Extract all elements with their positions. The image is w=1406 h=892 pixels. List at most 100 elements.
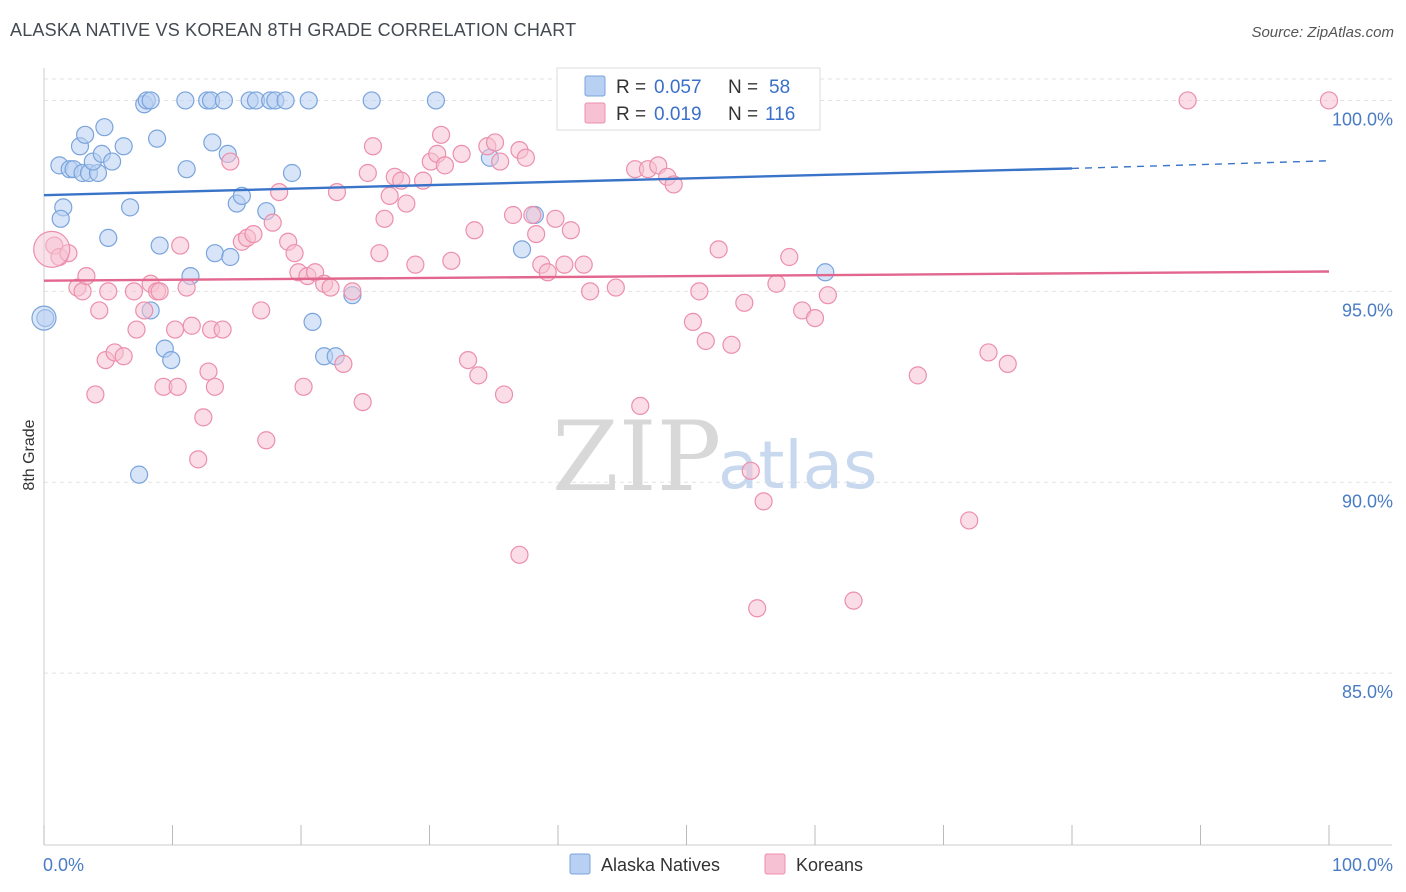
data-point-pink: [194, 408, 213, 427]
data-point-pink: [431, 125, 451, 144]
data-point-pink: [998, 354, 1017, 374]
data-point-pink: [1319, 91, 1339, 110]
bottom-legend-swatch-koreans: [764, 853, 786, 875]
data-point-blue: [303, 312, 322, 332]
y-tick-label: 85.0%: [1342, 682, 1393, 702]
data-point-pink: [124, 282, 144, 301]
data-point-pink: [86, 385, 105, 404]
data-point-pink: [213, 320, 232, 339]
data-point-pink: [581, 282, 600, 301]
data-point-pink: [546, 209, 565, 228]
trend-line-blue: [43, 167, 1073, 197]
data-point-blue: [426, 91, 446, 110]
data-point-pink: [327, 182, 347, 202]
data-point-blue: [162, 350, 181, 370]
data-point-pink: [205, 377, 225, 396]
data-point-blue: [205, 244, 225, 263]
data-point-pink: [735, 293, 754, 312]
watermark-atlas: atlas: [718, 427, 878, 504]
data-point-blue: [276, 91, 295, 110]
legend-n-value-1: 58: [769, 77, 790, 98]
data-point-pink: [818, 286, 837, 305]
axes: 100.0% 95.0% 90.0% 85.0% 0.0% 100.0%: [43, 68, 1393, 875]
data-point-pink: [574, 255, 593, 274]
data-point-pink: [221, 152, 240, 171]
data-point-pink: [709, 240, 728, 259]
data-point-pink: [270, 182, 289, 202]
data-point-pink: [523, 205, 542, 225]
y-axis-label: 8th Grade: [21, 419, 38, 490]
data-point-pink: [458, 350, 478, 370]
legend-n-label-2: N =: [728, 104, 758, 125]
data-point-blue: [76, 125, 95, 144]
data-point-pink: [363, 137, 383, 156]
data-point-pink: [182, 316, 201, 335]
data-point-pink: [263, 213, 282, 232]
data-point-blue: [51, 209, 70, 228]
data-point-pink: [189, 450, 208, 469]
data-point-pink: [469, 366, 488, 385]
data-point-blue: [176, 91, 195, 110]
data-point-pink: [442, 251, 461, 270]
data-point-blue: [177, 160, 196, 179]
data-point-pink: [631, 396, 650, 416]
data-point-pink: [321, 278, 340, 297]
trend-line-pink: [43, 270, 1330, 282]
data-point-pink: [244, 224, 263, 244]
data-point-pink: [334, 354, 353, 374]
x-tick-label-max: 100.0%: [1332, 855, 1393, 875]
data-point-pink: [177, 278, 196, 297]
y-tick-label: 100.0%: [1332, 109, 1393, 129]
data-point-pink: [754, 492, 773, 511]
chart-title: ALASKA NATIVE VS KOREAN 8TH GRADE CORREL…: [10, 20, 577, 40]
data-point-pink: [780, 247, 799, 267]
data-point-blue: [512, 240, 532, 259]
data-point-pink: [465, 221, 484, 240]
data-point-pink: [503, 205, 523, 225]
data-point-pink: [294, 377, 313, 396]
data-point-pink: [257, 431, 276, 450]
data-point-pink: [285, 244, 304, 263]
data-point-pink: [606, 278, 625, 297]
data-point-pink: [171, 236, 190, 255]
data-point-pink: [343, 282, 362, 301]
bottom-legend-label-alaska: Alaska Natives: [601, 855, 720, 875]
data-point-blue: [816, 263, 835, 282]
data-point-pink: [683, 312, 703, 332]
data-point-blue: [120, 198, 140, 217]
data-point-pink: [99, 282, 118, 301]
data-point-pink: [527, 224, 546, 244]
data-point-pink: [127, 320, 146, 339]
series-legend: Alaska Natives Koreans: [569, 853, 863, 875]
data-point-blue: [147, 129, 167, 148]
legend-n-label-1: N =: [728, 77, 758, 98]
legend-r-value-1: 0.057: [654, 77, 702, 98]
stats-legend: R = 0.057 N = 58 R = 0.019 N = 116: [556, 67, 821, 131]
data-point-blue: [129, 465, 149, 484]
data-point-pink: [485, 133, 505, 152]
data-point-blue: [103, 152, 122, 171]
trend-line-extension-blue: [1071, 160, 1330, 170]
data-point-pink: [199, 362, 218, 381]
data-point-pink: [690, 282, 709, 301]
grid: [44, 78, 1392, 674]
data-point-large-pink: [33, 230, 71, 268]
watermark-zip: ZIP: [552, 401, 721, 513]
legend-r-value-2: 0.019: [654, 104, 702, 125]
data-point-pink: [375, 209, 394, 228]
data-point-pink: [452, 144, 471, 164]
data-point-blue: [232, 186, 251, 206]
legend-r-label-1: R =: [616, 77, 646, 98]
data-point-pink: [555, 255, 574, 274]
y-tick-label: 95.0%: [1342, 300, 1393, 320]
data-point-blue: [99, 228, 118, 248]
data-point-pink: [722, 335, 741, 354]
data-point-pink: [908, 366, 927, 385]
trend-lines: [43, 160, 1330, 282]
data-point-blue: [362, 91, 381, 110]
data-point-large-blue: [31, 305, 57, 331]
chart-source: Source: ZipAtlas.com: [1251, 24, 1394, 41]
data-point-pink: [168, 377, 187, 396]
data-point-blue: [203, 133, 222, 152]
